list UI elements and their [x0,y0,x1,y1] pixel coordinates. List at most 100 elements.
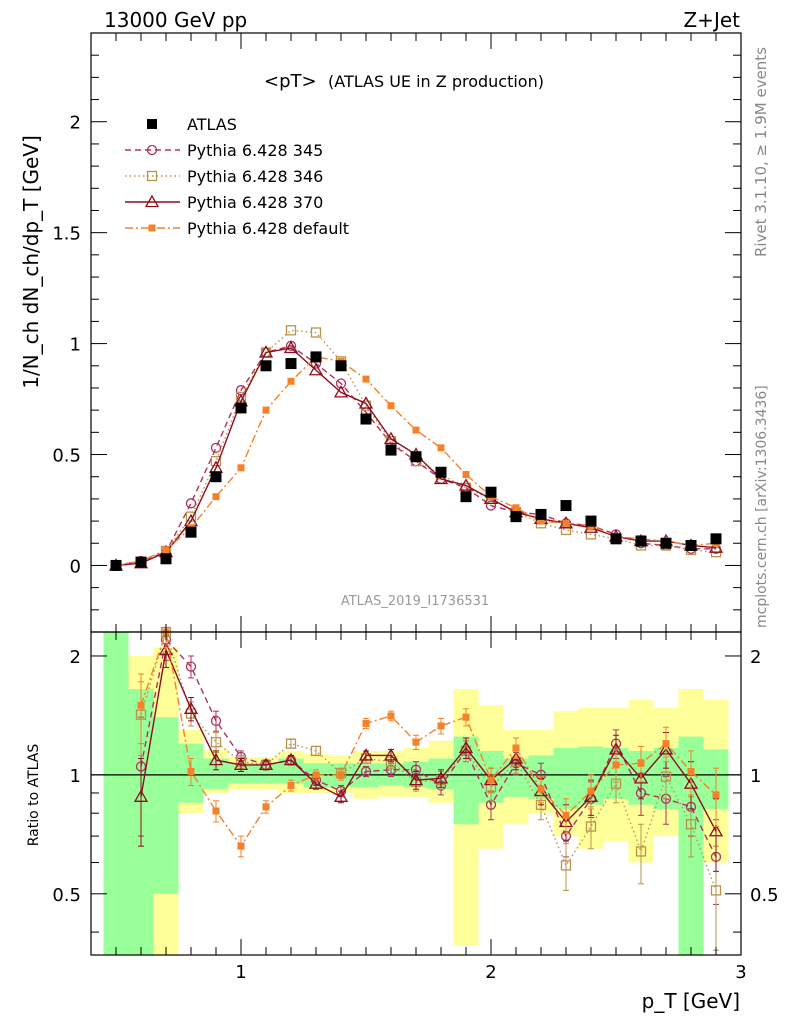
x-tick-label: 3 [735,962,746,983]
ratio-band-inner [103,632,129,955]
legend: ATLAS Pythia 6.428 345 Pythia 6.428 346 Pyt… [125,115,349,238]
ratio-point-pythia-6-428-default [187,767,195,775]
ratio-point-pythia-6-428-default [437,722,445,730]
ratio-point-pythia-6-428-default [562,811,570,819]
point-pythia-6-428-default [537,517,545,525]
data-point-atlas [710,533,722,545]
data-point-atlas [210,471,222,483]
ratio-point-pythia-6-428-346 [285,738,297,749]
ratio-point-pythia-6-428-default [662,740,670,748]
data-point-atlas [135,556,147,568]
data-point-atlas [460,491,472,503]
point-pythia-6-428-370 [383,431,399,445]
data-point-atlas [435,466,447,478]
point-pythia-6-428-370 [308,362,324,376]
point-pythia-6-428-default [362,375,370,383]
ratio-y-tick-label-right: 2 [750,647,761,668]
ratio-y-tick-label-right: 0.5 [750,885,779,906]
data-point-atlas [585,515,597,527]
ratio-point-pythia-6-428-default [587,787,595,795]
ratio-point-pythia-6-428-default [262,803,270,811]
legend-label-pythia-6-428-370: Pythia 6.428 370 [187,193,323,212]
point-pythia-6-428-346 [585,529,597,540]
point-pythia-6-428-default [287,377,295,385]
ratio-band-inner [253,763,279,784]
ratio-point-pythia-6-428-default [237,842,245,850]
ratio-band-inner [153,717,179,894]
point-pythia-6-428-346 [310,327,322,338]
ratio-point-pythia-6-428-370 [458,740,474,754]
ratio-point-pythia-6-428-default [512,744,520,752]
data-point-atlas [510,511,522,523]
analysis-id: ATLAS_2019_I1736531 [341,594,489,609]
ratio-point-pythia-6-428-370 [133,789,149,802]
ratio-point-pythia-6-428-346 [635,846,647,857]
legend-marker-atlas [147,119,157,129]
data-point-atlas [610,533,622,545]
ratio-point-pythia-6-428-345 [185,661,197,672]
point-pythia-6-428-370 [708,540,724,553]
ratio-point-pythia-6-428-default [537,785,545,793]
point-pythia-6-428-default [437,444,445,452]
ratio-y-tick-label: 0.5 [52,885,81,906]
ratio-point-pythia-6-428-370 [383,748,399,761]
ratio-point-pythia-6-428-default [462,713,470,721]
data-point-atlas [385,444,397,456]
ratio-point-pythia-6-428-370 [433,771,449,784]
ratio-point-pythia-6-428-345 [360,766,372,777]
point-pythia-6-428-default [562,519,570,527]
y-tick-label: 0.5 [52,446,81,467]
ratio-point-pythia-6-428-370 [233,757,249,771]
x-axis-label: p_T [GeV] [642,989,740,1013]
point-pythia-6-428-370 [258,345,274,358]
ratio-point-pythia-6-428-default [687,767,695,775]
plot-title-sub: (ATLAS UE in Z production) [328,72,544,91]
ratio-point-pythia-6-428-346 [310,745,322,757]
point-pythia-6-428-370 [283,340,299,354]
ratio-point-pythia-6-428-default [337,771,345,779]
ratio-point-pythia-6-428-default [137,701,145,709]
legend-label-pythia-6-428-default: Pythia 6.428 default [187,219,349,238]
ratio-y-axis-label: Ratio to ATLAS [26,744,42,847]
ratio-point-pythia-6-428-370 [283,752,299,766]
data-point-atlas [635,535,647,547]
point-pythia-6-428-default [262,406,270,414]
data-point-atlas [285,358,297,370]
data-point-atlas [410,451,422,463]
main-panel [108,325,724,571]
y-tick-label: 2 [70,113,81,134]
ratio-y-tick-label-right: 1 [750,766,761,787]
ratio-point-pythia-6-428-370 [708,823,724,837]
legend-marker-pythia-6-428-default [148,224,156,232]
data-point-atlas [160,553,172,565]
point-pythia-6-428-345 [185,498,197,509]
legend-marker-pythia-6-428-346 [146,170,158,182]
ratio-point-pythia-6-428-default [312,771,320,779]
ratio-line-pythia-6-428-default [140,629,717,848]
ratio-point-pythia-6-428-370 [158,642,174,656]
data-point-atlas [235,402,247,414]
legend-label-pythia-6-428-345: Pythia 6.428 345 [187,141,323,160]
y-tick-label: 1 [70,335,81,356]
point-pythia-6-428-345 [335,378,347,389]
ratio-point-pythia-6-428-370 [308,776,324,789]
ratio-point-pythia-6-428-default [212,807,220,815]
data-point-atlas [110,559,122,571]
ratio-point-pythia-6-428-346 [210,737,222,748]
ratio-point-pythia-6-428-370 [508,751,524,764]
point-pythia-6-428-default [212,493,220,501]
ratio-band-inner [228,763,254,784]
data-point-atlas [335,360,347,372]
ratio-panel [91,626,741,955]
y-tick-label: 1.5 [52,224,81,245]
ratio-point-pythia-6-428-345 [210,715,222,727]
point-pythia-6-428-default [387,402,395,410]
point-pythia-6-428-345 [210,442,222,454]
point-pythia-6-428-default [162,546,170,554]
point-pythia-6-428-346 [285,325,297,336]
data-point-atlas [660,537,672,549]
point-pythia-6-428-346 [210,456,222,467]
ratio-point-pythia-6-428-370 [258,757,274,771]
legend-marker-pythia-6-428-370 [144,194,160,208]
